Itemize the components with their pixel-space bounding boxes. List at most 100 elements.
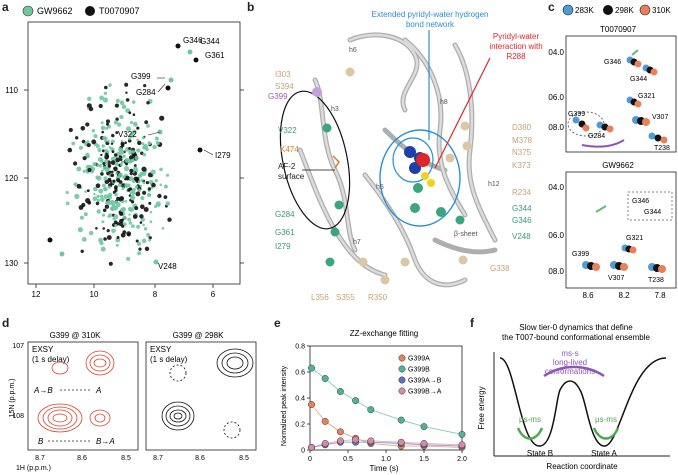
- hsqc-peak: [88, 230, 94, 236]
- hsqc-peak: [121, 218, 124, 222]
- hsqc-peak: [159, 183, 163, 187]
- d-peak-ab: A→B: [33, 386, 53, 395]
- f-title-2: the T007-bound conformational ensemble: [502, 333, 651, 342]
- legend-298k: 298K: [615, 6, 634, 15]
- hsqc-peak: [122, 175, 126, 179]
- d-xtick-86-l: 8.6: [77, 455, 87, 462]
- hsqc-peak: [97, 148, 102, 152]
- hsqc-peak: [100, 125, 106, 131]
- b-residue-label: G346: [512, 216, 532, 225]
- hsqc-peak: [101, 220, 105, 224]
- hsqc-peak: [107, 215, 111, 218]
- b-residue-label: G344: [512, 204, 532, 213]
- hsqc-peak: [120, 141, 125, 146]
- c-bot-peak-v307: V307: [608, 275, 624, 282]
- hsqc-peak: [168, 77, 174, 83]
- f-ms-s: ms-s: [561, 349, 578, 358]
- e-data-point: [397, 438, 405, 446]
- hsqc-peak: [102, 208, 107, 213]
- c-top-ytick-108: 108.0: [548, 123, 565, 132]
- hsqc-peak: [131, 150, 136, 154]
- hsqc-peak: [99, 159, 104, 163]
- d-xtick-87-r: 8.7: [153, 455, 163, 462]
- hsqc-peak: [100, 121, 104, 125]
- e-legend-label: G399B: [408, 367, 430, 374]
- hsqc-peak: [75, 136, 79, 140]
- helix-h12-label: h12: [488, 181, 500, 188]
- hsqc-peak: [131, 224, 135, 229]
- hsqc-peak: [123, 166, 130, 172]
- a-ytick-120: 120: [5, 174, 19, 183]
- hsqc-peak: [101, 144, 105, 148]
- c-bot-peak-g321: G321: [626, 235, 643, 242]
- hsqc-peak: [78, 145, 83, 150]
- hsqc-peak: [157, 203, 161, 207]
- c-top-peak-g321: G321: [638, 93, 655, 100]
- panel-c-temperature-spectra: 283K 298K 310K T0070907 GW9662 104.0 106…: [548, 4, 677, 300]
- hsqc-peak-cloud: [47, 43, 203, 266]
- hsqc-peak: [119, 212, 124, 216]
- hsqc-peak: [91, 129, 96, 133]
- e-legend-marker: [398, 376, 406, 384]
- hsqc-peak: [128, 137, 131, 141]
- hsqc-peak: [110, 156, 116, 162]
- hsqc-peak: [134, 155, 139, 161]
- hsqc-peak: [117, 122, 122, 127]
- hsqc-peak: [132, 113, 136, 116]
- hsqc-peak: [128, 221, 132, 225]
- panel-label-b: b: [247, 0, 255, 14]
- hsqc-peak: [137, 180, 141, 184]
- hsqc-peak: [130, 194, 136, 200]
- a-peak-g346: G346: [183, 36, 203, 45]
- e-ytick-label: 0.6: [295, 370, 305, 377]
- hsqc-peak: [125, 98, 130, 102]
- hsqc-peak: [104, 204, 110, 209]
- e-data-point: [458, 441, 466, 449]
- hsqc-peak: [71, 141, 76, 146]
- hsqc-peak: [154, 136, 159, 141]
- hsqc-peak: [100, 197, 105, 202]
- hsqc-peak: [142, 181, 146, 185]
- e-data-point: [397, 416, 405, 424]
- f-ylabel: Free energy: [477, 386, 486, 429]
- hsqc-peak: [129, 176, 134, 181]
- e-data-point: [321, 440, 329, 447]
- hsqc-peak: [95, 183, 101, 188]
- hsqc-peak: [76, 166, 82, 172]
- hsqc-peak: [127, 233, 131, 237]
- c-top-ytick-106: 106.0: [548, 93, 565, 102]
- hsqc-peak: [142, 223, 145, 227]
- hsqc-peak: [163, 195, 168, 200]
- hsqc-peak: [137, 251, 142, 256]
- hsqc-peak: [87, 167, 92, 173]
- e-plot-frame: [309, 345, 463, 451]
- hsqc-peak: [107, 177, 112, 182]
- hsqc-peak: [82, 156, 87, 161]
- hsqc-peak: [136, 148, 141, 153]
- c-xtick-86: 8.6: [582, 291, 594, 300]
- e-legend-label: G399A: [408, 356, 430, 363]
- e-ylabel: Normalized peak intensity: [281, 365, 288, 446]
- a-peak-g399: G399: [131, 72, 151, 81]
- hsqc-peak: [119, 150, 125, 155]
- e-data-point: [308, 443, 315, 451]
- e-data-point: [367, 406, 375, 414]
- panel-e-zz-exchange-chart: ZZ-exchange fitting Normalized peak inte…: [281, 329, 467, 473]
- b-label-af2: AF-2 surface: [278, 162, 305, 181]
- hsqc-peak: [103, 176, 108, 181]
- hsqc-peak: [116, 236, 120, 239]
- c-bot-peak-g344: G344: [644, 209, 661, 216]
- hsqc-peak: [150, 169, 156, 175]
- hsqc-peak: [161, 227, 165, 230]
- hsqc-peak: [73, 161, 78, 166]
- hsqc-peak: [120, 232, 126, 238]
- hsqc-peak: [90, 166, 96, 172]
- b-residue-label: N375: [512, 148, 532, 157]
- hsqc-peak: [149, 210, 153, 214]
- panel-label-a: a: [2, 0, 9, 14]
- hsqc-peak: [143, 227, 148, 231]
- hsqc-peak: [124, 200, 128, 203]
- d-xtick-85-r: 8.5: [239, 455, 249, 462]
- e-data-point: [308, 401, 315, 408]
- d-xlabel: 1H (p.p.m.): [16, 465, 51, 472]
